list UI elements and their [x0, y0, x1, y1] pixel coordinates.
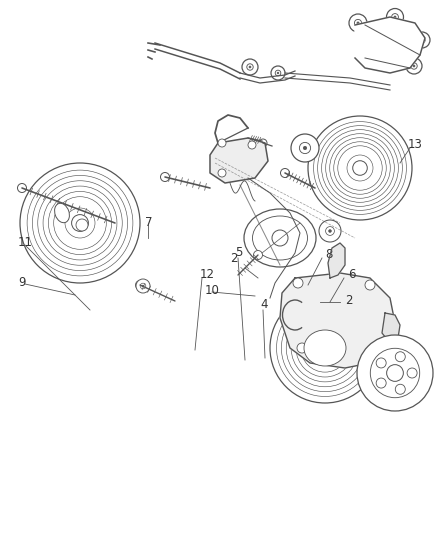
Ellipse shape — [54, 203, 69, 223]
Circle shape — [413, 32, 429, 48]
Circle shape — [317, 340, 332, 356]
Circle shape — [18, 183, 26, 192]
Circle shape — [275, 70, 280, 76]
Text: 12: 12 — [200, 269, 215, 281]
Circle shape — [71, 215, 88, 231]
Text: 2: 2 — [344, 294, 352, 306]
Text: 1: 1 — [414, 364, 421, 376]
Circle shape — [348, 14, 366, 32]
Circle shape — [364, 280, 374, 290]
Circle shape — [292, 278, 302, 288]
Circle shape — [135, 280, 144, 289]
Circle shape — [280, 168, 289, 177]
Circle shape — [218, 139, 226, 147]
Ellipse shape — [303, 330, 345, 366]
Text: 8: 8 — [324, 248, 332, 262]
Circle shape — [353, 19, 361, 27]
Circle shape — [253, 251, 262, 260]
Circle shape — [318, 220, 340, 242]
Circle shape — [247, 141, 255, 149]
Text: 13: 13 — [407, 139, 422, 151]
Circle shape — [394, 384, 404, 394]
Circle shape — [394, 352, 404, 362]
Circle shape — [406, 368, 416, 378]
Circle shape — [258, 139, 266, 147]
Circle shape — [160, 173, 169, 182]
Circle shape — [136, 279, 150, 293]
Circle shape — [410, 63, 416, 69]
Polygon shape — [209, 138, 267, 183]
Text: 10: 10 — [205, 284, 219, 296]
Text: 4: 4 — [259, 298, 267, 311]
Circle shape — [241, 59, 258, 75]
Circle shape — [325, 227, 334, 236]
Circle shape — [375, 358, 385, 368]
Circle shape — [269, 293, 379, 403]
Circle shape — [142, 285, 144, 287]
Circle shape — [393, 16, 395, 18]
Circle shape — [299, 142, 310, 154]
Polygon shape — [381, 313, 399, 343]
Circle shape — [412, 65, 414, 67]
Circle shape — [76, 219, 88, 231]
Polygon shape — [354, 17, 424, 73]
Circle shape — [246, 64, 253, 70]
Circle shape — [297, 343, 306, 353]
Circle shape — [385, 9, 403, 26]
Circle shape — [248, 66, 251, 68]
Circle shape — [420, 39, 422, 41]
Circle shape — [218, 169, 226, 177]
Ellipse shape — [244, 209, 315, 267]
Circle shape — [405, 58, 421, 74]
Circle shape — [386, 365, 403, 381]
Circle shape — [328, 230, 331, 232]
Circle shape — [303, 147, 306, 150]
Circle shape — [356, 22, 358, 24]
Circle shape — [391, 14, 398, 20]
Circle shape — [369, 348, 379, 358]
Text: 9: 9 — [18, 276, 25, 288]
Circle shape — [375, 378, 385, 388]
Polygon shape — [327, 243, 344, 278]
Text: 11: 11 — [18, 236, 33, 248]
Circle shape — [272, 230, 287, 246]
Polygon shape — [279, 273, 394, 368]
Circle shape — [290, 134, 318, 162]
Circle shape — [276, 72, 278, 74]
Text: 2: 2 — [230, 252, 237, 264]
Circle shape — [418, 37, 424, 43]
Circle shape — [140, 283, 145, 289]
Circle shape — [20, 163, 140, 283]
Text: 6: 6 — [347, 269, 355, 281]
Text: 5: 5 — [234, 246, 242, 260]
Text: 3: 3 — [334, 336, 342, 350]
Circle shape — [352, 161, 367, 175]
Circle shape — [307, 116, 411, 220]
Circle shape — [356, 335, 432, 411]
Circle shape — [270, 66, 284, 80]
Text: 7: 7 — [145, 215, 152, 229]
